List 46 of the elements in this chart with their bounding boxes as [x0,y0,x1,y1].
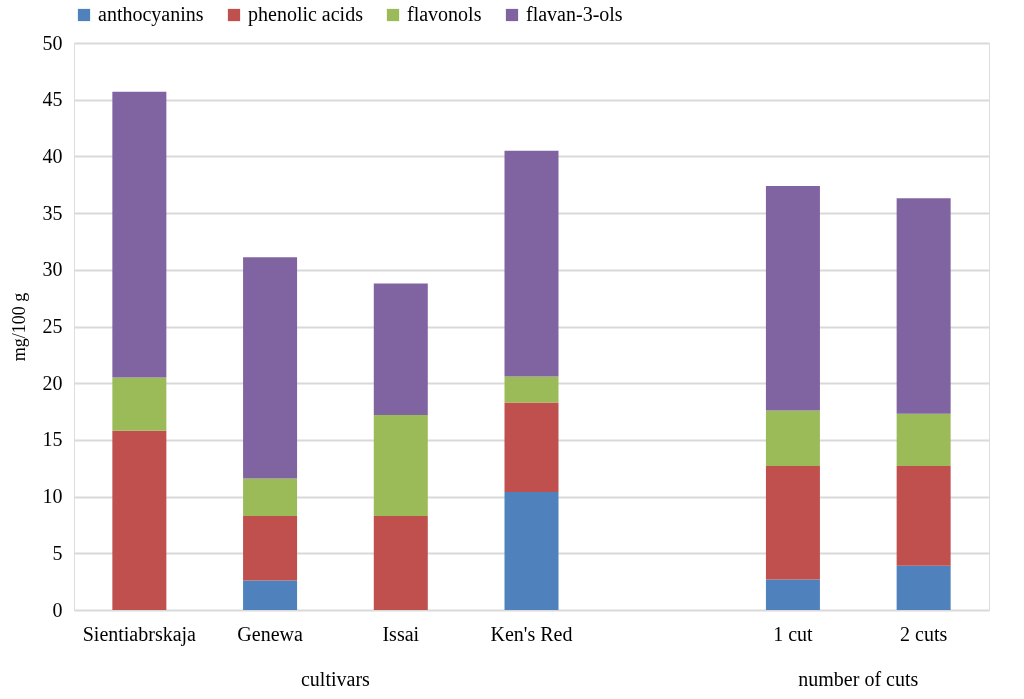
text: number of cuts [798,668,919,690]
bar [504,492,559,610]
legend-label: phenolic acids [248,3,364,26]
bar [504,376,559,403]
bar [765,185,820,411]
x-tick-label: Issai [382,622,420,645]
x-tick-label: 2 cuts [900,622,948,645]
bar [504,402,559,493]
bar [896,465,951,566]
x-tick-label: Ken's Red [490,622,573,645]
bar [765,465,820,580]
x-tick-label: Sientiabrskaja [82,622,197,646]
legend-label: flavonols [407,3,482,25]
bar [243,478,298,516]
legend-label: flavan-3-ols [526,3,623,25]
y-tick-label: 50 [42,31,63,54]
bar [504,150,559,377]
y-axis-title: mg/100 g [8,292,29,362]
bar [112,91,167,378]
bar [896,565,951,610]
y-tick-label: 25 [42,315,63,337]
x-tick-label: Genewa [237,622,303,645]
bar [765,410,820,466]
y-tick-label: 10 [42,485,63,508]
bar [896,198,951,414]
bar [765,579,820,610]
y-tick-label: 40 [42,144,63,167]
y-tick-label: 0 [52,598,63,621]
x-tick-label: 1 cut [773,622,814,645]
y-tick-label: 45 [42,88,63,111]
bar [243,580,298,610]
bar [243,515,298,581]
bar [112,377,167,431]
bar [373,515,428,610]
bar [243,257,298,479]
y-tick-label: 5 [52,541,63,564]
y-tick-label: 30 [42,258,63,281]
bar [896,413,951,466]
y-tick-label: 35 [42,201,63,224]
y-tick-label: 20 [42,371,63,394]
bar [373,283,428,415]
legend-label: anthocyanins [98,3,204,26]
text: cultivars [300,668,371,690]
bar [112,430,167,610]
bar [373,414,428,516]
y-tick-label: 15 [42,428,63,451]
